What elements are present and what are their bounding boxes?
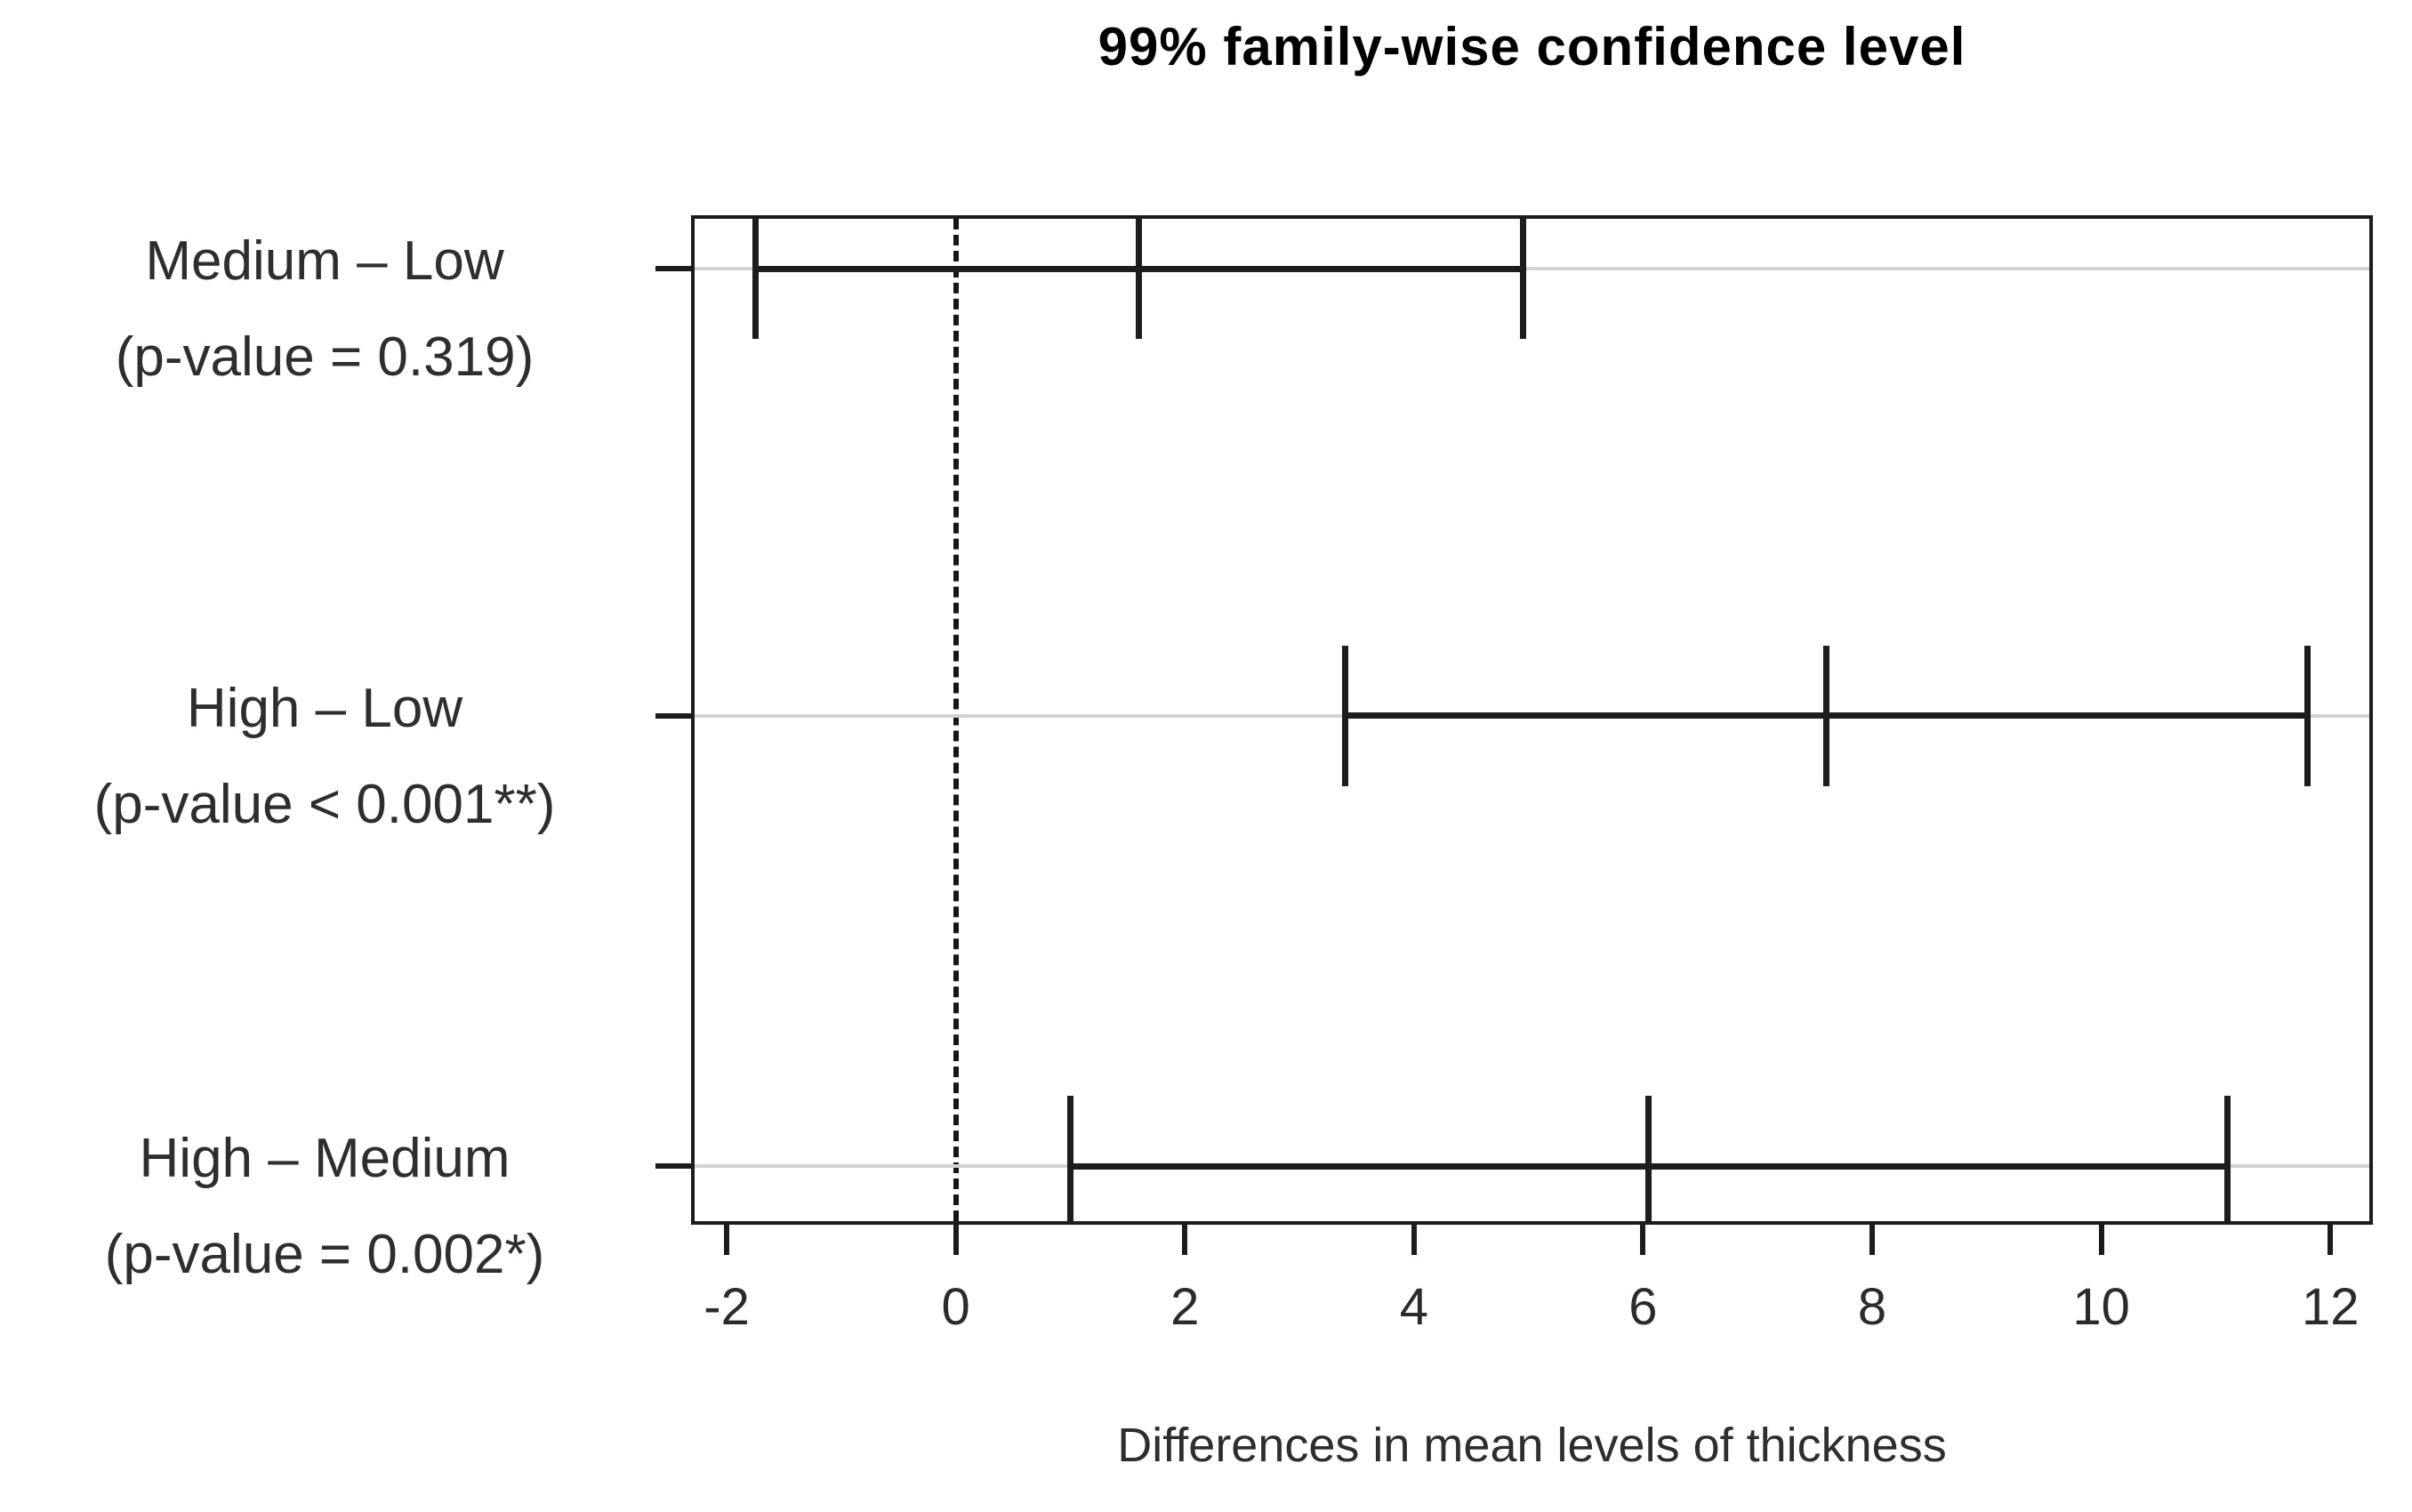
lower-bound-tick xyxy=(752,219,759,340)
x-axis-tick-label: 12 xyxy=(2301,1278,2360,1336)
x-axis-title: Differences in mean levels of thickness xyxy=(1117,1419,1947,1472)
x-axis-tick xyxy=(953,1221,959,1255)
point-estimate-tick xyxy=(1136,219,1143,340)
comparison-p-value: (p-value < 0.001**) xyxy=(93,773,556,835)
zero-reference-line xyxy=(953,219,959,1221)
upper-bound-tick xyxy=(2223,1096,2231,1221)
row-guide-line xyxy=(695,267,2369,271)
x-axis-tick xyxy=(1411,1221,1417,1255)
point-estimate-tick xyxy=(1823,645,1829,786)
comparison-p-value: (p-value = 0.002*) xyxy=(104,1224,545,1285)
x-axis-tick-label: 0 xyxy=(941,1278,970,1336)
upper-bound-tick xyxy=(2303,645,2311,786)
plot-area xyxy=(691,215,2373,1225)
comparison-p-value: (p-value = 0.319) xyxy=(115,326,535,389)
y-axis-tick xyxy=(655,266,695,272)
upper-bound-tick xyxy=(1519,219,1526,340)
x-axis-tick xyxy=(1182,1221,1188,1255)
comparison-name: High – Medium xyxy=(139,1128,511,1189)
x-axis-tick-label: 2 xyxy=(1170,1278,1200,1336)
x-axis-tick xyxy=(2328,1221,2334,1255)
lower-bound-tick xyxy=(1066,1096,1073,1221)
x-axis-tick-label: 4 xyxy=(1399,1278,1428,1336)
x-axis-tick xyxy=(1640,1221,1646,1255)
comparison-name: Medium – Low xyxy=(145,230,504,293)
lower-bound-tick xyxy=(1342,645,1349,786)
point-estimate-tick xyxy=(1645,1096,1652,1221)
comparison-label-block: High – Medium (p-value = 0.002*) xyxy=(18,1111,631,1303)
y-axis-tick xyxy=(655,712,695,719)
x-axis-tick xyxy=(724,1221,730,1255)
comparison-label-block: High – Low (p-value < 0.001**) xyxy=(18,661,631,853)
x-axis-tick-label: 6 xyxy=(1628,1278,1658,1336)
y-axis-tick xyxy=(655,1163,695,1169)
comparison-name: High – Low xyxy=(186,677,463,739)
x-axis-tick xyxy=(1869,1221,1876,1255)
comparison-label-block: Medium – Low (p-value = 0.319) xyxy=(18,213,631,406)
x-axis-tick-label: 10 xyxy=(2072,1278,2130,1336)
x-axis-tick-label: -2 xyxy=(704,1278,750,1336)
x-axis-tick-label: 8 xyxy=(1857,1278,1887,1336)
x-axis-tick xyxy=(2098,1221,2104,1255)
chart-title: 99% family-wise confidence level xyxy=(1097,17,1966,76)
